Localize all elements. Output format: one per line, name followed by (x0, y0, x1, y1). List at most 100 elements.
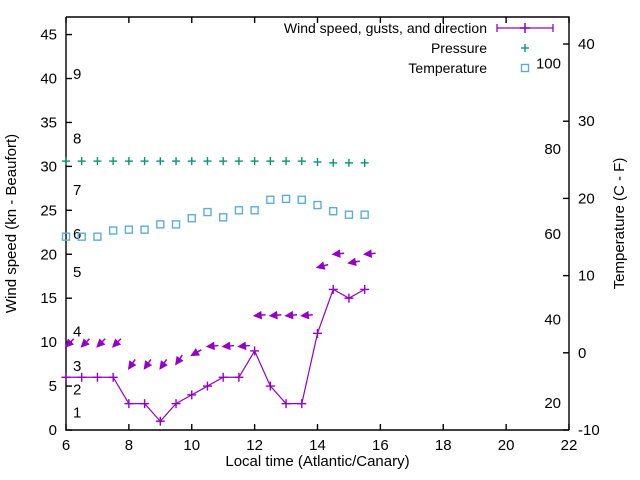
gust-direction-arrow (237, 341, 250, 351)
wind-speed-point (155, 416, 165, 426)
wind-speed-series (61, 284, 370, 426)
x-tick-label: 12 (246, 437, 263, 454)
temperature-point (93, 232, 102, 241)
pressure-point (109, 157, 118, 166)
gust-direction-arrow (331, 249, 345, 258)
y2-tick-label: 10 (578, 268, 595, 285)
pressure-series (62, 157, 369, 167)
beaufort-label: 8 (73, 130, 81, 147)
wind-speed-point (218, 372, 228, 382)
pressure-point (187, 157, 196, 166)
y2-tick-label: 20 (578, 190, 595, 207)
wind-speed-point (360, 284, 370, 294)
pressure-point (344, 158, 353, 167)
beaufort-label: 6 (73, 226, 81, 243)
gust-direction-arrow (159, 359, 168, 370)
wind-speed-point (344, 293, 354, 303)
fahrenheit-inner-labels: 20 40 60 80 100 (536, 55, 561, 412)
wind-speed-point (297, 399, 307, 409)
pressure-point (93, 157, 102, 166)
wind-speed-point (140, 399, 150, 409)
gust-direction-arrow (96, 338, 106, 348)
beaufort-label: 4 (73, 324, 81, 341)
legend-marker (521, 44, 529, 52)
x-axis-title: Local time (Atlantic/Canary) (225, 453, 409, 470)
y-tick-label: 45 (40, 27, 57, 44)
pressure-point (77, 157, 86, 166)
temperature-point (77, 232, 86, 241)
pressure-point (329, 158, 338, 167)
legend-label: Temperature (408, 60, 487, 76)
legend-marker (496, 23, 554, 33)
wind-speed-point (187, 390, 197, 400)
wind-speed-point (77, 372, 87, 382)
y-tick-label: 40 (40, 71, 57, 88)
pressure-point (219, 157, 228, 166)
gust-arrows-series (64, 249, 376, 370)
x-tick-label: 16 (372, 437, 389, 454)
axis-frame (65, 17, 569, 431)
y-tick-label: 0 (49, 422, 57, 439)
gust-direction-arrow (143, 359, 153, 370)
beaufort-inner-labels: 1 2 3 4 5 6 7 8 9 (73, 66, 81, 421)
y-axis-title: Wind speed (kn - Beaufort) (3, 134, 20, 313)
pressure-point (266, 157, 275, 166)
fahrenheit-label: 80 (544, 141, 561, 158)
temperature-point (344, 210, 354, 219)
y2-tick-label: 0 (578, 345, 586, 362)
pressure-point (360, 158, 369, 167)
legend-label: Wind speed, gusts, and direction (284, 20, 487, 36)
fahrenheit-label: 40 (544, 312, 561, 329)
x-tick-label: 20 (498, 437, 515, 454)
pressure-point (203, 157, 212, 166)
wind-speed-point (250, 346, 260, 356)
beaufort-label: 1 (73, 404, 81, 421)
fahrenheit-label: 60 (544, 226, 561, 243)
y2-tick-label: -10 (578, 422, 600, 439)
gust-direction-arrow (175, 354, 184, 366)
gust-direction-arrow (347, 257, 360, 266)
wind-speed-point (92, 372, 102, 382)
wind-speed-point (281, 399, 291, 409)
pressure-point (234, 157, 243, 166)
x-tick-label: 10 (183, 437, 200, 454)
wind-speed-point (171, 399, 181, 409)
x-tick-label: 8 (125, 437, 133, 454)
temperature-point (360, 210, 369, 219)
gust-direction-arrow (268, 310, 282, 320)
temperature-point (61, 232, 71, 241)
temperature-point (234, 206, 244, 215)
axis-titles: Local time (Atlantic/Canary) Wind speed (… (3, 134, 628, 470)
gust-direction-arrow (127, 359, 137, 370)
gust-direction-arrow (205, 341, 219, 351)
legend: Wind speed, gusts, and direction Pressure… (284, 20, 554, 76)
y-tick-label: 5 (49, 378, 57, 395)
pressure-point (313, 157, 322, 166)
axes-group (65, 16, 570, 431)
y-tick-label: 25 (40, 202, 57, 219)
pressure-point (282, 157, 291, 166)
y-tick-label: 10 (40, 334, 57, 351)
wind-speed-point (328, 284, 338, 294)
temperature-point (218, 213, 228, 222)
gust-direction-arrow (221, 341, 235, 351)
temperature-point (250, 206, 259, 215)
wind-speed-point (313, 328, 322, 338)
y-tick-label: 30 (40, 158, 57, 175)
temperature-point (171, 220, 181, 229)
beaufort-label: 2 (73, 382, 81, 399)
temperature-point (297, 195, 306, 204)
axis-frame-top-right (66, 16, 570, 430)
wind-speed-point (265, 381, 275, 391)
temperature-point (156, 220, 165, 229)
pressure-point (172, 157, 181, 166)
pressure-point (250, 157, 259, 166)
pressure-point (140, 157, 149, 166)
temperature-point (140, 225, 149, 234)
temperature-point (329, 206, 338, 216)
temperature-point (108, 226, 118, 235)
y-tick-label: 15 (40, 290, 57, 307)
x-tick-label: 18 (435, 437, 452, 454)
wind-speed-line (66, 288, 365, 423)
